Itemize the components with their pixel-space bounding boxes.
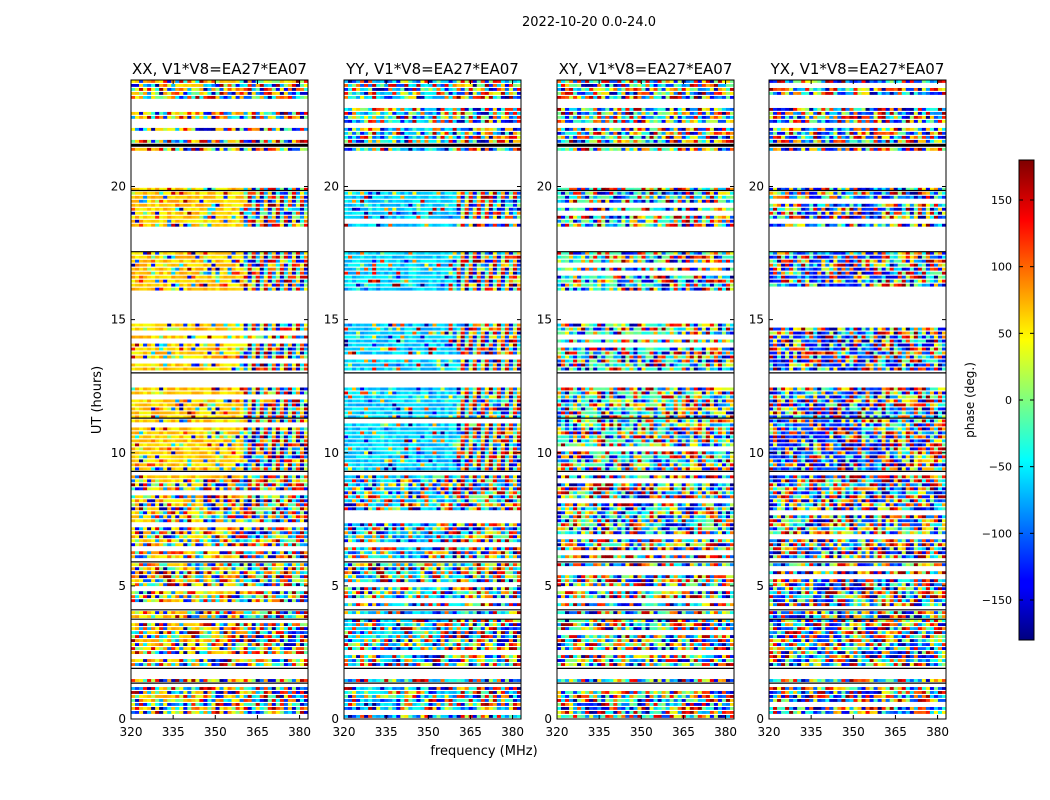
panel-0-ytick-label: 0: [118, 712, 126, 726]
panel-1-title: YY, V1*V8=EA27*EA07: [345, 60, 519, 78]
panel-1-ytick-label: 5: [331, 579, 339, 593]
panel-0-xtick-label: 380: [288, 725, 311, 739]
panel-3-xtick-label: 365: [884, 725, 907, 739]
panel-2-image: [557, 80, 734, 718]
panel-3-ytick-label: 15: [749, 313, 764, 327]
panel-1-image: [344, 80, 521, 718]
colorbar-tick-label: 50: [998, 327, 1012, 340]
colorbar-tick-label: 100: [991, 261, 1012, 274]
panel-3-title: YX, V1*V8=EA27*EA07: [770, 60, 945, 78]
panel-2-xtick-label: 320: [546, 725, 569, 739]
panel-0-frame: [130, 79, 309, 720]
y-axis-label: UT (hours): [90, 366, 105, 434]
panel-3-ytick-label: 10: [749, 446, 764, 460]
panel-2-ytick-label: 0: [544, 712, 552, 726]
panel-1-ytick-label: 15: [324, 313, 339, 327]
panel-3-xtick-label: 350: [842, 725, 865, 739]
panel-3-xtick-label: 380: [926, 725, 949, 739]
panel-0-image: [131, 80, 308, 714]
panel-2-xtick-label: 380: [714, 725, 737, 739]
panel-3-xtick-label: 335: [800, 725, 823, 739]
panel-0-ytick-label: 15: [111, 313, 126, 327]
colorbar-tick-label: −150: [982, 594, 1012, 607]
panel-0-xtick-label: 320: [120, 725, 143, 739]
colorbar-tick-label: 150: [991, 194, 1012, 207]
colorbar-tick-label: −100: [982, 527, 1012, 540]
panel-0-ytick-label: 5: [118, 579, 126, 593]
x-axis-label: frequency (MHz): [430, 744, 537, 759]
panel-1-ytick-label: 10: [324, 446, 339, 460]
panel-1-xtick-label: 335: [375, 725, 398, 739]
panel-1-xtick-label: 380: [501, 725, 524, 739]
panel-1-ytick-label: 0: [331, 712, 339, 726]
panel-3-ytick-label: 0: [756, 712, 764, 726]
panel-0-xtick-label: 365: [246, 725, 269, 739]
panel-3-ytick-label: 5: [756, 579, 764, 593]
colorbar-ticks: 150 100 50 0 −50 −100 −150: [982, 194, 1034, 607]
colorbar-label: phase (deg.): [963, 362, 977, 438]
panel-1-xtick-label: 350: [417, 725, 440, 739]
colorbar-tick-label: 0: [1005, 394, 1012, 407]
panel-2-ytick-label: 20: [537, 180, 552, 194]
panel-3-image: [769, 80, 946, 714]
panel-2-ytick-label: 15: [537, 313, 552, 327]
panel-1-frame: [343, 79, 522, 720]
panel-2-xtick-label: 350: [630, 725, 653, 739]
panel-1-xtick-label: 365: [459, 725, 482, 739]
panel-0-xtick-label: 335: [162, 725, 185, 739]
panel-3-xtick-label: 320: [758, 725, 781, 739]
colorbar: 150 100 50 0 −50 −100 −150 phase (deg.): [963, 159, 1035, 641]
panel-0-ytick-label: 20: [111, 180, 126, 194]
panel-0-xtick-label: 350: [204, 725, 227, 739]
panel-2-xtick-label: 335: [588, 725, 611, 739]
panel-1-ytick-label: 20: [324, 180, 339, 194]
panel-2-ytick-label: 10: [537, 446, 552, 460]
figure-suptitle: 2022-10-20 0.0-24.0: [522, 15, 656, 30]
panel-3-frame: [768, 79, 947, 720]
panel-2-title: XY, V1*V8=EA27*EA07: [559, 60, 733, 78]
panel-2-ytick-label: 5: [544, 579, 552, 593]
panel-1-xtick-label: 320: [333, 725, 356, 739]
panel-2-xtick-label: 365: [672, 725, 695, 739]
panel-3-ytick-label: 20: [749, 180, 764, 194]
panels-group: XX, V1*V8=EA27*EA07 320 335 350 365 380 0 5 10 15…: [111, 60, 949, 739]
panel-0-title: XX, V1*V8=EA27*EA07: [132, 60, 307, 78]
panel-0-ytick-label: 10: [111, 446, 126, 460]
colorbar-tick-label: −50: [989, 461, 1012, 474]
panel-2-frame: [556, 79, 735, 720]
